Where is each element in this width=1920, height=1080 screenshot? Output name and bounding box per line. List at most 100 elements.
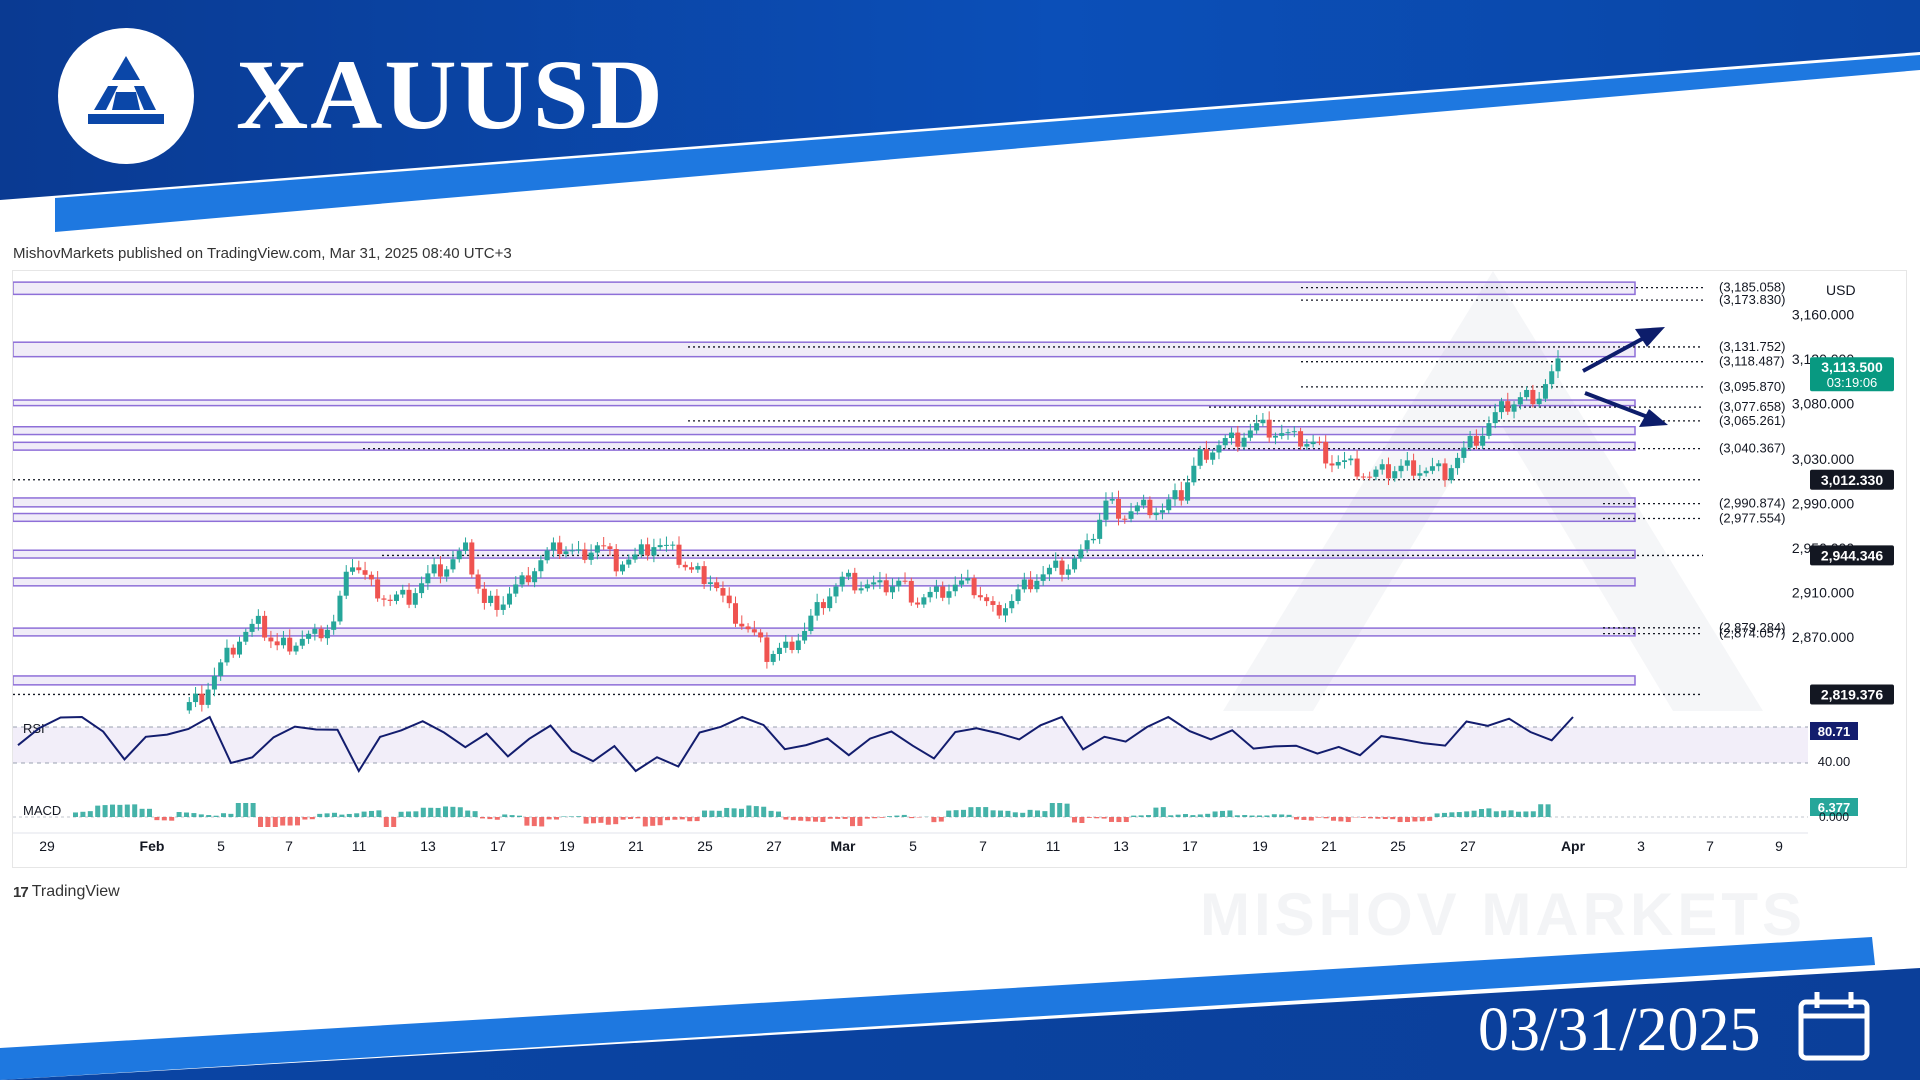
macd-histogram-bar: [716, 810, 722, 817]
x-axis-tick-label: Mar: [831, 838, 856, 854]
candle-body: [827, 596, 833, 609]
macd-histogram-bar: [73, 812, 78, 817]
candle-body: [645, 544, 651, 556]
candle-body: [1084, 540, 1090, 550]
macd-histogram-bar: [317, 813, 323, 817]
macd-histogram-bar: [1368, 817, 1373, 819]
candle-body: [1166, 499, 1172, 511]
candle-body: [425, 573, 431, 584]
candle-body: [1241, 437, 1247, 447]
macd-histogram-bar: [1168, 815, 1174, 817]
macd-histogram-bar: [1116, 817, 1122, 823]
candle-body: [306, 633, 312, 639]
candle-body: [469, 542, 475, 575]
macd-histogram-bar: [1049, 803, 1055, 817]
macd-histogram-bar: [1064, 803, 1070, 817]
watermark-triangle: [1223, 271, 1763, 711]
macd-value: 6.377: [1818, 800, 1851, 815]
candle-body: [211, 675, 217, 690]
candle-body: [368, 574, 374, 580]
macd-histogram-bar: [1493, 811, 1499, 817]
macd-histogram-bar: [391, 817, 397, 827]
macd-histogram-bar: [1234, 815, 1240, 817]
macd-histogram-bar: [620, 817, 626, 820]
candle-body: [506, 593, 512, 605]
price-level-label: (3,173.830): [1719, 292, 1786, 307]
macd-histogram-bar: [1072, 817, 1077, 823]
candle-body: [695, 566, 701, 570]
candle-body: [1348, 458, 1354, 461]
candle-body: [1411, 460, 1417, 476]
macd-label: MACD: [23, 803, 61, 818]
macd-histogram-bar: [295, 817, 300, 826]
candle-body: [293, 645, 299, 652]
candle-body: [1028, 579, 1034, 590]
candle-body: [1329, 463, 1335, 466]
candle-body: [657, 545, 663, 548]
candle-body: [1279, 433, 1285, 436]
macd-histogram-bar: [1101, 817, 1107, 819]
candle-body: [324, 629, 330, 639]
candle-body: [406, 589, 412, 605]
macd-histogram-bar: [1079, 817, 1085, 824]
price-level-label: (3,185.058): [1719, 280, 1786, 295]
macd-histogram-bar: [161, 817, 167, 821]
macd-histogram-bar: [524, 817, 530, 826]
macd-histogram-bar: [1294, 817, 1299, 820]
candle-body: [1291, 431, 1297, 433]
candle-body: [481, 588, 487, 603]
tradingview-logo[interactable]: 17 TradingView: [13, 883, 120, 901]
candle-body: [419, 583, 425, 594]
candle-body: [1304, 444, 1310, 447]
candle-body: [977, 595, 983, 598]
candle-body: [532, 571, 538, 583]
candle-body: [312, 628, 318, 634]
candle-body: [745, 626, 751, 630]
candle-body: [1197, 449, 1203, 466]
supply-demand-zone: [13, 627, 1636, 637]
macd-histogram-bar: [850, 817, 855, 827]
macd-histogram-bar: [628, 817, 633, 820]
macd-histogram-bar: [768, 810, 774, 817]
candle-body: [820, 602, 826, 609]
macd-histogram-bar: [1138, 815, 1144, 817]
candle-body: [1109, 498, 1115, 501]
macd-histogram-bar: [1516, 811, 1521, 817]
x-axis-tick-label: 13: [1113, 838, 1129, 854]
candle-body: [1216, 445, 1222, 453]
macd-histogram-bar: [302, 817, 308, 820]
candle-body: [789, 641, 795, 650]
macd-histogram-bar: [413, 811, 419, 817]
x-axis-tick-label: 3: [1637, 838, 1645, 854]
candle-body: [475, 574, 481, 589]
macd-histogram-bar: [383, 817, 389, 827]
macd-histogram-bar: [753, 806, 759, 817]
published-line: MishovMarkets published on TradingView.c…: [13, 245, 512, 262]
candle-body: [1511, 404, 1517, 412]
macd-histogram-bar: [998, 810, 1003, 817]
candle-body: [1260, 419, 1266, 424]
candle-body: [883, 580, 889, 593]
candle-body: [1147, 499, 1153, 516]
candle-body: [927, 591, 933, 598]
macd-histogram-bar: [776, 811, 781, 817]
candle-body: [707, 582, 713, 584]
price-badge: [1810, 357, 1894, 392]
chart-frame[interactable]: (3,185.058) (3,173.830) (3,131.752) (3,118.…: [12, 270, 1907, 868]
candle-body: [802, 631, 808, 641]
candle-body: [601, 545, 607, 547]
macd-histogram-bar: [650, 817, 656, 826]
macd-histogram-bar: [1464, 811, 1470, 817]
candle-body: [1122, 518, 1128, 520]
candle-body: [563, 551, 569, 555]
macd-histogram-bar: [746, 805, 752, 817]
macd-histogram-bar: [117, 804, 123, 817]
price-chart[interactable]: (3,185.058)(3,173.830) (3,131.752)(3,118.…: [13, 271, 1906, 867]
candle-body: [1492, 412, 1498, 424]
price-level-label: (2,874.057): [1719, 626, 1786, 641]
macd-histogram-bar: [872, 817, 878, 819]
macd-histogram-bar: [258, 817, 263, 827]
macd-histogram-bar: [591, 817, 596, 824]
macd-histogram-bar: [1035, 810, 1040, 817]
candle-body: [682, 564, 688, 568]
